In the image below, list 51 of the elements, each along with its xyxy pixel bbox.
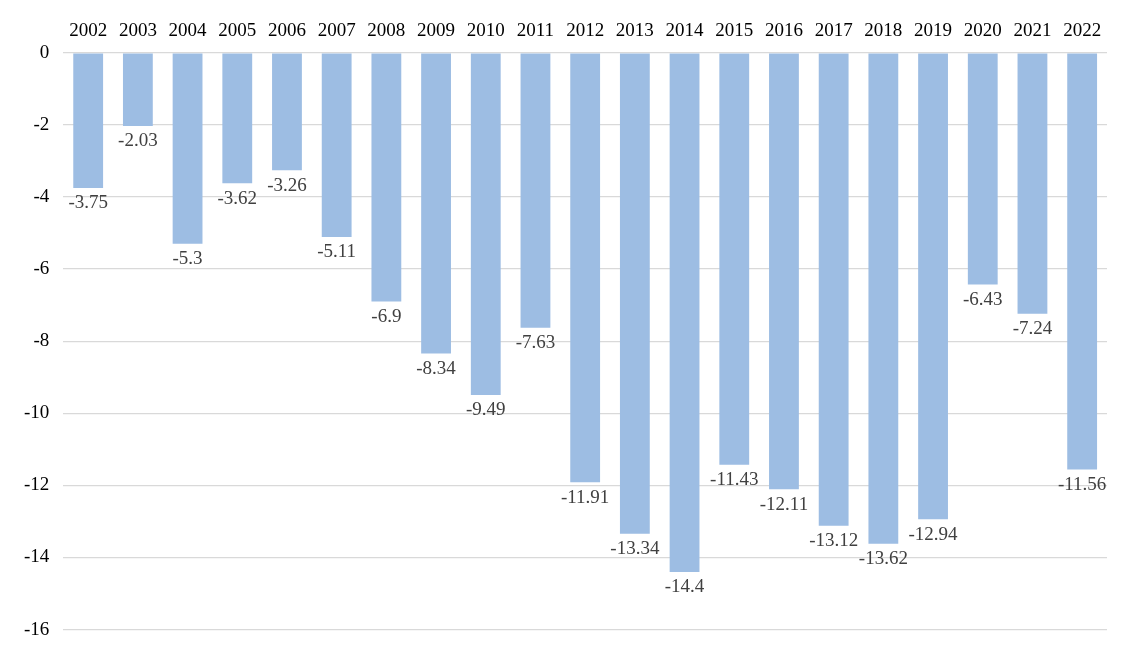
x-tick-label: 2013 [615,19,654,41]
data-label: -12.11 [759,492,809,514]
y-tick-label: -10 [24,401,50,423]
x-tick-label: 2018 [864,19,903,41]
data-label: -3.26 [267,173,307,195]
x-tick-label: 2014 [665,19,705,41]
y-tick-label: -12 [24,473,50,495]
data-label: -11.91 [560,485,610,507]
data-label: -3.75 [68,191,108,213]
data-label: -13.62 [858,547,908,569]
x-tick-label: 2011 [516,19,555,41]
x-tick-label: 2016 [764,19,803,41]
data-label: -11.43 [710,468,759,490]
x-tick-label: 2004 [168,19,208,41]
y-tick-label: -4 [33,184,50,206]
x-tick-label: 2008 [367,19,406,41]
data-label: -6.43 [962,288,1003,310]
x-tick-label: 2012 [566,19,605,41]
x-tick-label: 2006 [267,19,306,41]
x-tick-label: 2020 [963,19,1002,41]
data-label: -13.34 [610,537,660,559]
x-tick-label: 2005 [218,19,257,41]
y-tick-label: -6 [33,257,50,279]
data-label: -11.56 [1057,473,1107,495]
x-tick-label: 2019 [914,19,953,41]
y-tick-label: 0 [39,40,50,62]
data-label: -7.63 [515,331,556,353]
y-tick-label: -8 [33,329,50,351]
x-tick-label: 2003 [118,19,157,41]
x-tick-label: 2017 [814,19,853,41]
x-tick-label: 2021 [1013,19,1052,41]
x-tick-label: 2010 [466,19,505,41]
x-tick-label: 2009 [417,19,456,41]
data-label: -5.3 [172,247,203,269]
y-tick-label: -16 [24,617,50,639]
data-label: -2.03 [118,129,158,151]
x-tick-label: 2007 [317,19,356,41]
data-label: -8.34 [416,356,457,378]
x-tick-label: 2015 [715,19,754,41]
y-tick-label: -2 [33,112,50,134]
y-tick-label: -14 [24,545,50,567]
data-label: -9.49 [465,398,506,420]
x-tick-label: 2002 [69,19,108,41]
data-label: -7.24 [1012,317,1053,339]
data-label: -3.62 [217,186,258,208]
data-label: -14.4 [664,575,705,597]
data-label: -12.94 [908,522,959,544]
data-label: -13.12 [809,529,859,551]
data-label: -6.9 [371,305,402,327]
data-label: -5.11 [317,240,357,262]
x-tick-label: 2022 [1063,19,1102,41]
